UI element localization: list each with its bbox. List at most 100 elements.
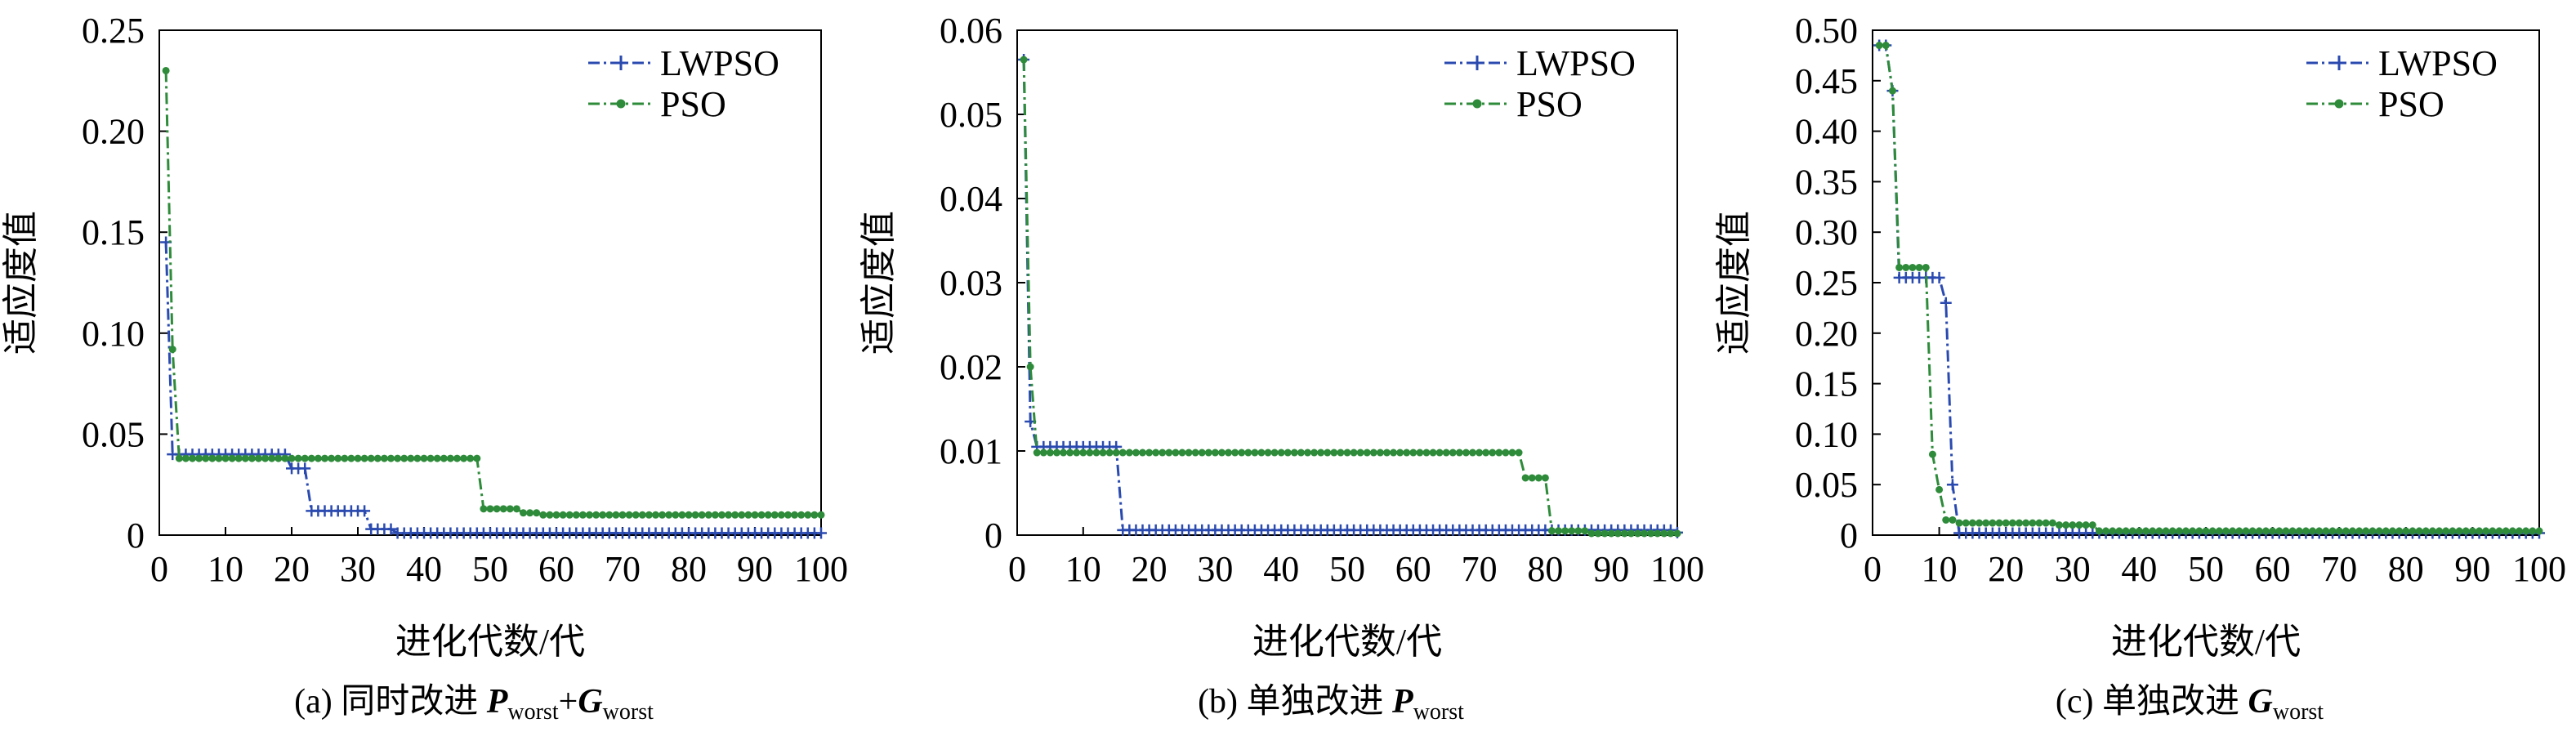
data-point xyxy=(2215,527,2223,535)
data-point xyxy=(1369,449,1377,457)
data-point xyxy=(314,454,322,462)
data-point xyxy=(1350,449,1358,457)
y-tick-label: 0.10 xyxy=(1795,414,1858,454)
data-point xyxy=(1641,529,1649,538)
data-point xyxy=(2168,527,2176,535)
x-tick-label: 80 xyxy=(1527,549,1563,589)
data-point xyxy=(1462,449,1470,457)
data-point xyxy=(1882,42,1890,50)
legend-marker xyxy=(2332,56,2346,70)
data-point xyxy=(810,511,819,519)
data-point xyxy=(1264,449,1272,457)
x-tick-label: 20 xyxy=(1132,549,1167,589)
data-point xyxy=(592,511,600,519)
y-tick-label: 0.05 xyxy=(82,414,145,454)
data-point xyxy=(632,511,640,519)
data-point xyxy=(2422,527,2430,535)
series-lwpso xyxy=(160,236,827,539)
data-point xyxy=(2082,521,2090,529)
data-point xyxy=(440,454,448,462)
data-point xyxy=(1935,485,1944,493)
data-point xyxy=(2022,519,2030,527)
data-point xyxy=(2382,527,2390,535)
data-point xyxy=(1105,449,1114,457)
data-point xyxy=(1627,529,1635,538)
x-tick-label: 100 xyxy=(1650,549,1704,589)
data-point xyxy=(1178,449,1186,457)
x-axis-label: 进化代数/代 xyxy=(395,622,585,662)
x-tick-label: 100 xyxy=(794,549,848,589)
data-point xyxy=(731,511,739,519)
data-point xyxy=(2235,527,2243,535)
data-point xyxy=(248,454,256,462)
data-point xyxy=(1620,529,1628,538)
data-point xyxy=(1587,529,1596,538)
y-tick-label: 0.15 xyxy=(82,212,145,252)
data-point xyxy=(1429,449,1437,457)
data-point xyxy=(1060,449,1068,457)
data-point xyxy=(1356,449,1364,457)
data-point xyxy=(1079,449,1087,457)
x-tick-label: 90 xyxy=(737,549,773,589)
data-point xyxy=(1601,529,1609,538)
data-point xyxy=(704,511,712,519)
data-point xyxy=(2002,519,2010,527)
data-point xyxy=(234,454,243,462)
data-point xyxy=(360,454,368,462)
data-point xyxy=(2189,527,2197,535)
data-point xyxy=(1330,449,1338,457)
data-point xyxy=(202,454,210,462)
data-point xyxy=(2035,519,2043,527)
data-point xyxy=(1555,527,1563,535)
data-point xyxy=(2489,527,2497,535)
data-point xyxy=(1902,263,1910,271)
data-point xyxy=(1940,297,1952,309)
data-point xyxy=(645,511,653,519)
data-point xyxy=(1547,527,1556,535)
data-point xyxy=(1942,516,1950,524)
data-point xyxy=(1026,363,1034,371)
data-point xyxy=(1257,449,1266,457)
data-point xyxy=(815,527,827,539)
data-point xyxy=(162,66,170,74)
data-point xyxy=(2255,527,2263,535)
data-point xyxy=(1928,450,1936,458)
data-point xyxy=(2309,527,2317,535)
data-point xyxy=(685,511,693,519)
data-point xyxy=(2349,527,2357,535)
x-axis-label: 进化代数/代 xyxy=(1252,622,1442,662)
data-point xyxy=(2261,527,2270,535)
data-point xyxy=(400,454,408,462)
data-point xyxy=(486,505,494,513)
data-point xyxy=(1020,56,1028,64)
data-point xyxy=(659,511,667,519)
data-point xyxy=(605,511,614,519)
x-tick-label: 80 xyxy=(671,549,707,589)
data-point xyxy=(307,454,315,462)
data-point xyxy=(565,511,574,519)
y-tick-label: 0.50 xyxy=(1795,11,1858,51)
data-point xyxy=(2055,521,2063,529)
data-point xyxy=(2442,527,2450,535)
caption-plus: + xyxy=(559,683,578,721)
x-tick-label: 10 xyxy=(1922,549,1958,589)
data-point xyxy=(2516,527,2524,535)
data-point xyxy=(1244,449,1252,457)
legend-label: LWPSO xyxy=(1516,43,1636,83)
data-point xyxy=(2522,527,2530,535)
data-point xyxy=(1217,449,1225,457)
data-point xyxy=(1159,449,1167,457)
data-point xyxy=(2269,527,2277,535)
data-point xyxy=(1614,529,1622,538)
y-tick-label: 0.45 xyxy=(1795,61,1858,101)
y-tick-label: 0.25 xyxy=(1795,263,1858,303)
chart-panel-1: 0 10 20 30 40 50 60 70 80 90 100 0 0.05 0.10 0.15 0.20 0… xyxy=(1,11,848,725)
data-point xyxy=(1185,449,1193,457)
data-point xyxy=(2135,527,2143,535)
data-point xyxy=(1541,474,1549,482)
data-point xyxy=(520,509,527,517)
y-tick-label: 0.40 xyxy=(1795,112,1858,152)
data-point xyxy=(493,505,501,513)
x-tick-label: 80 xyxy=(2388,549,2424,589)
x-tick-label: 70 xyxy=(1462,549,1498,589)
